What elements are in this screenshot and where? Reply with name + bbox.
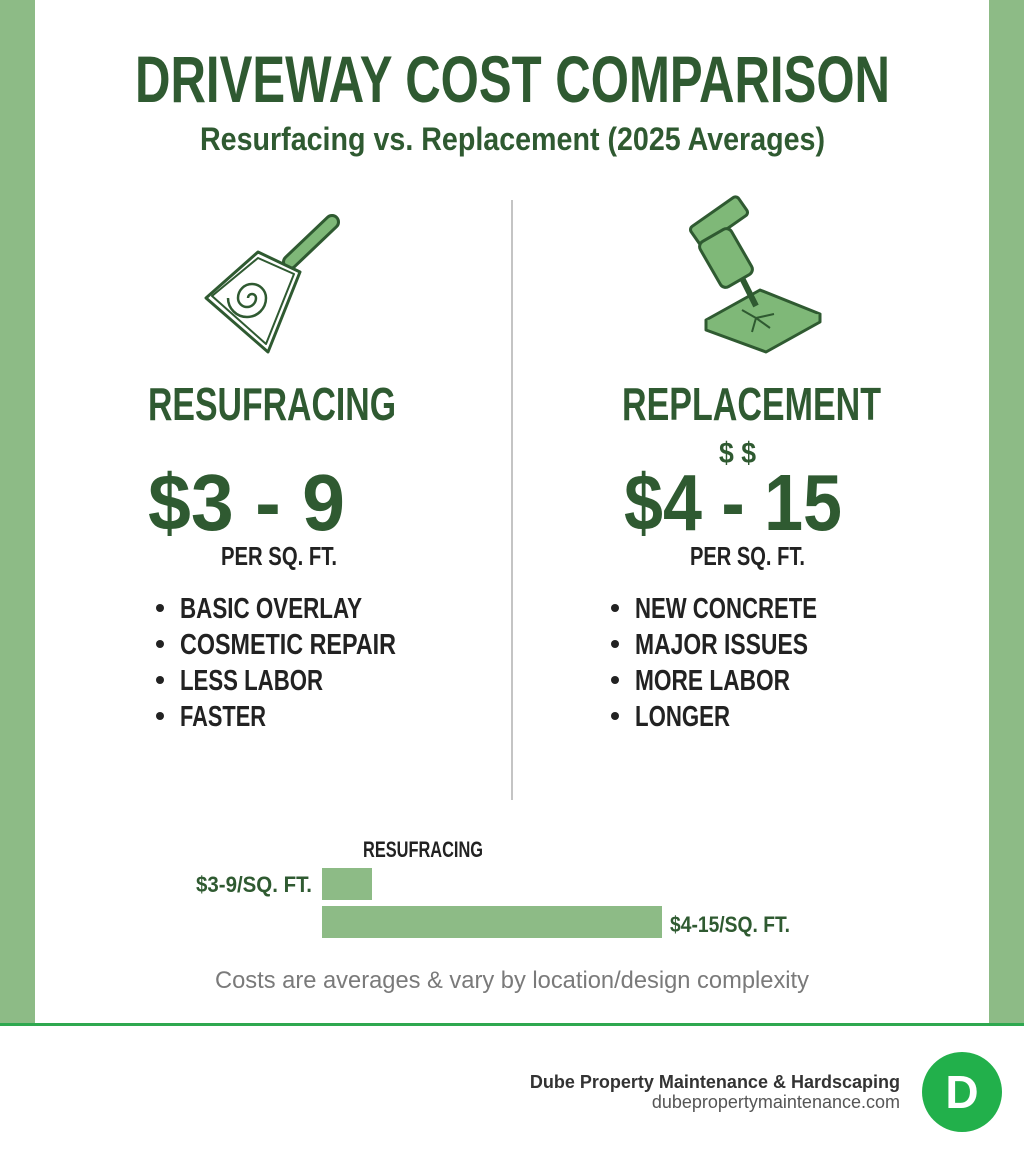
comparison-bar <box>322 906 662 938</box>
bullet <box>156 640 164 648</box>
logo <box>922 1052 1002 1132</box>
price-unit: PER SQ. FT. <box>690 541 805 571</box>
bullet <box>156 604 164 612</box>
bullet <box>611 712 619 720</box>
bullet <box>156 712 164 720</box>
feature: LONGER <box>635 701 730 733</box>
comparison-label: RESUFRACING <box>363 837 483 862</box>
comparison: RESUFRACING $3-9/SQ. FT. $4-15/SQ. FT. <box>196 837 790 938</box>
subtitle: Resurfacing vs. Replacement (2025 Averag… <box>200 121 825 157</box>
company-name: Dube Property Maintenance & Hardscaping <box>530 1072 900 1092</box>
side-band <box>989 0 1024 1024</box>
bar-label: $3-9/SQ. FT. <box>196 872 312 897</box>
price-unit: PER SQ. FT. <box>221 541 337 571</box>
feature: LESS LABOR <box>180 665 323 697</box>
feature: MAJOR ISSUES <box>635 629 808 661</box>
feature-list: BASIC OVERLAY COSMETIC REPAIR LESS LABOR… <box>156 593 396 733</box>
title: DRIVEWAY COST COMPARISON <box>135 42 890 116</box>
feature: FASTER <box>180 701 266 733</box>
feature: COSMETIC REPAIR <box>180 629 396 661</box>
bullet <box>611 676 619 684</box>
side-band <box>0 0 35 1024</box>
feature: MORE LABOR <box>635 665 790 697</box>
comparison-bar <box>322 868 372 900</box>
footer-rule <box>0 1023 1024 1026</box>
bullet <box>156 676 164 684</box>
feature: BASIC OVERLAY <box>180 593 362 625</box>
feature-list: NEW CONCRETE MAJOR ISSUES MORE LABOR LON… <box>611 593 817 733</box>
footnote: Costs are averages & vary by location/de… <box>215 967 809 994</box>
option-heading: REPLACEMENT <box>622 378 881 430</box>
price-range: $4 - 15 <box>624 458 842 547</box>
bullet <box>611 604 619 612</box>
price-accent: $ $ <box>719 437 756 470</box>
trowel-icon <box>204 214 340 354</box>
price-range: $3 - 9 <box>148 458 345 547</box>
logo-letter: D <box>945 1066 978 1118</box>
bar-label: $4-15/SQ. FT. <box>670 912 790 937</box>
jackhammer-icon <box>689 195 822 354</box>
option-heading: RESUFRACING <box>148 378 396 430</box>
feature: NEW CONCRETE <box>635 593 817 625</box>
bullet <box>611 640 619 648</box>
company-url: dubepropertymaintenance.com <box>652 1092 900 1112</box>
